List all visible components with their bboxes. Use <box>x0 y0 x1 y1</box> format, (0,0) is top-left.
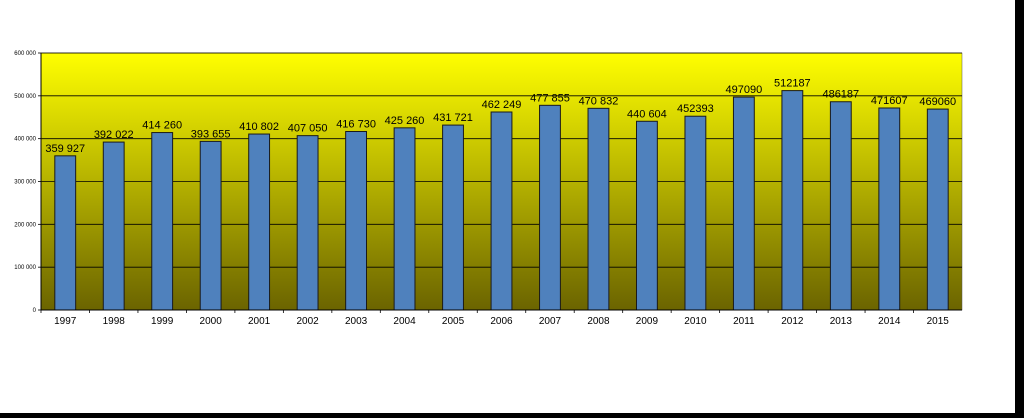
bar-2014 <box>878 107 901 311</box>
x-tick-label-2001: 2001 <box>248 316 271 327</box>
data-label-2005: 431 721 <box>433 112 473 124</box>
x-tick-label-2015: 2015 <box>927 316 950 327</box>
data-label-2004: 425 260 <box>385 115 425 127</box>
chart-frame: 0 100 000 200 000 300 000 400 000 500 000 600 … <box>0 0 1015 413</box>
data-label-2001: 410 802 <box>239 121 279 133</box>
bar-2001 <box>248 133 271 311</box>
data-label-2013: 486187 <box>822 89 859 101</box>
bar-chart: 0 100 000 200 000 300 000 400 000 500 000 600 … <box>14 51 963 327</box>
data-labels: 359 927 392 022 414 260 393 655 410 802 407 0… <box>45 78 956 155</box>
data-label-1999: 414 260 <box>142 120 182 132</box>
x-axis-categories: 1997 1998 1999 2000 2001 2002 2003 2004 2005 2006… <box>40 310 950 327</box>
x-tick-label-1999: 1999 <box>151 316 174 327</box>
bar-2010 <box>684 115 707 311</box>
x-tick-label-2006: 2006 <box>490 316 513 327</box>
bar-2007 <box>539 104 561 311</box>
y-tick-label: 200 000 <box>14 222 36 228</box>
bar-1997 <box>54 155 77 311</box>
bar-2008 <box>587 107 610 311</box>
data-label-2000: 393 655 <box>191 128 231 140</box>
bar-2005 <box>442 124 464 311</box>
data-label-2008: 470 832 <box>579 95 619 107</box>
y-axis-ticks: 0 100 000 200 000 300 000 400 000 500 000 600 … <box>14 51 41 314</box>
data-label-2012: 512187 <box>774 78 811 90</box>
x-tick-label-2012: 2012 <box>781 316 804 327</box>
bar-2009 <box>635 120 658 311</box>
y-tick-label: 500 000 <box>14 94 36 100</box>
x-tick-label-2003: 2003 <box>345 316 368 327</box>
data-label-2003: 416 730 <box>336 119 376 131</box>
x-tick-label-2004: 2004 <box>393 316 416 327</box>
bar-1998 <box>102 141 125 311</box>
bar-2011 <box>732 96 755 311</box>
data-label-1997: 359 927 <box>45 143 85 155</box>
x-tick-label-2007: 2007 <box>539 316 562 327</box>
data-label-2002: 407 050 <box>288 123 328 135</box>
bars <box>54 90 949 311</box>
y-tick-label: 400 000 <box>14 137 36 143</box>
x-tick-label-2000: 2000 <box>200 316 223 327</box>
x-tick-label-2014: 2014 <box>878 316 901 327</box>
data-label-1998: 392 022 <box>94 129 134 141</box>
data-label-2007: 477 855 <box>530 92 570 104</box>
bar-2013 <box>829 101 852 311</box>
bar-2015 <box>926 108 949 311</box>
x-tick-label-2002: 2002 <box>296 316 319 327</box>
bar-2004 <box>393 127 416 311</box>
bar-2000 <box>199 140 222 311</box>
bar-2003 <box>345 131 368 311</box>
y-tick-label: 300 000 <box>14 180 36 186</box>
x-tick-label-2008: 2008 <box>587 316 610 327</box>
data-label-2006: 462 249 <box>482 99 522 111</box>
x-tick-label-2011: 2011 <box>733 316 755 327</box>
x-tick-label-2005: 2005 <box>442 316 465 327</box>
bar-2002 <box>296 135 319 311</box>
x-tick-label-2009: 2009 <box>636 316 659 327</box>
data-label-2010: 452393 <box>677 103 714 115</box>
x-tick-label-2013: 2013 <box>830 316 853 327</box>
y-tick-label: 0 <box>33 308 37 314</box>
bar-2012 <box>781 90 804 311</box>
data-label-2009: 440 604 <box>627 108 667 120</box>
x-tick-label-2010: 2010 <box>684 316 707 327</box>
x-tick-label-1997: 1997 <box>54 316 77 327</box>
y-tick-label: 600 000 <box>14 51 36 57</box>
bar-1999 <box>151 132 174 311</box>
bar-2006 <box>490 111 513 311</box>
x-tick-label-1998: 1998 <box>103 316 126 327</box>
gridlines <box>41 52 962 268</box>
data-label-2014: 471607 <box>871 95 908 107</box>
y-tick-label: 100 000 <box>14 265 36 271</box>
data-label-2011: 497090 <box>726 84 763 96</box>
data-label-2015: 469060 <box>919 96 956 108</box>
